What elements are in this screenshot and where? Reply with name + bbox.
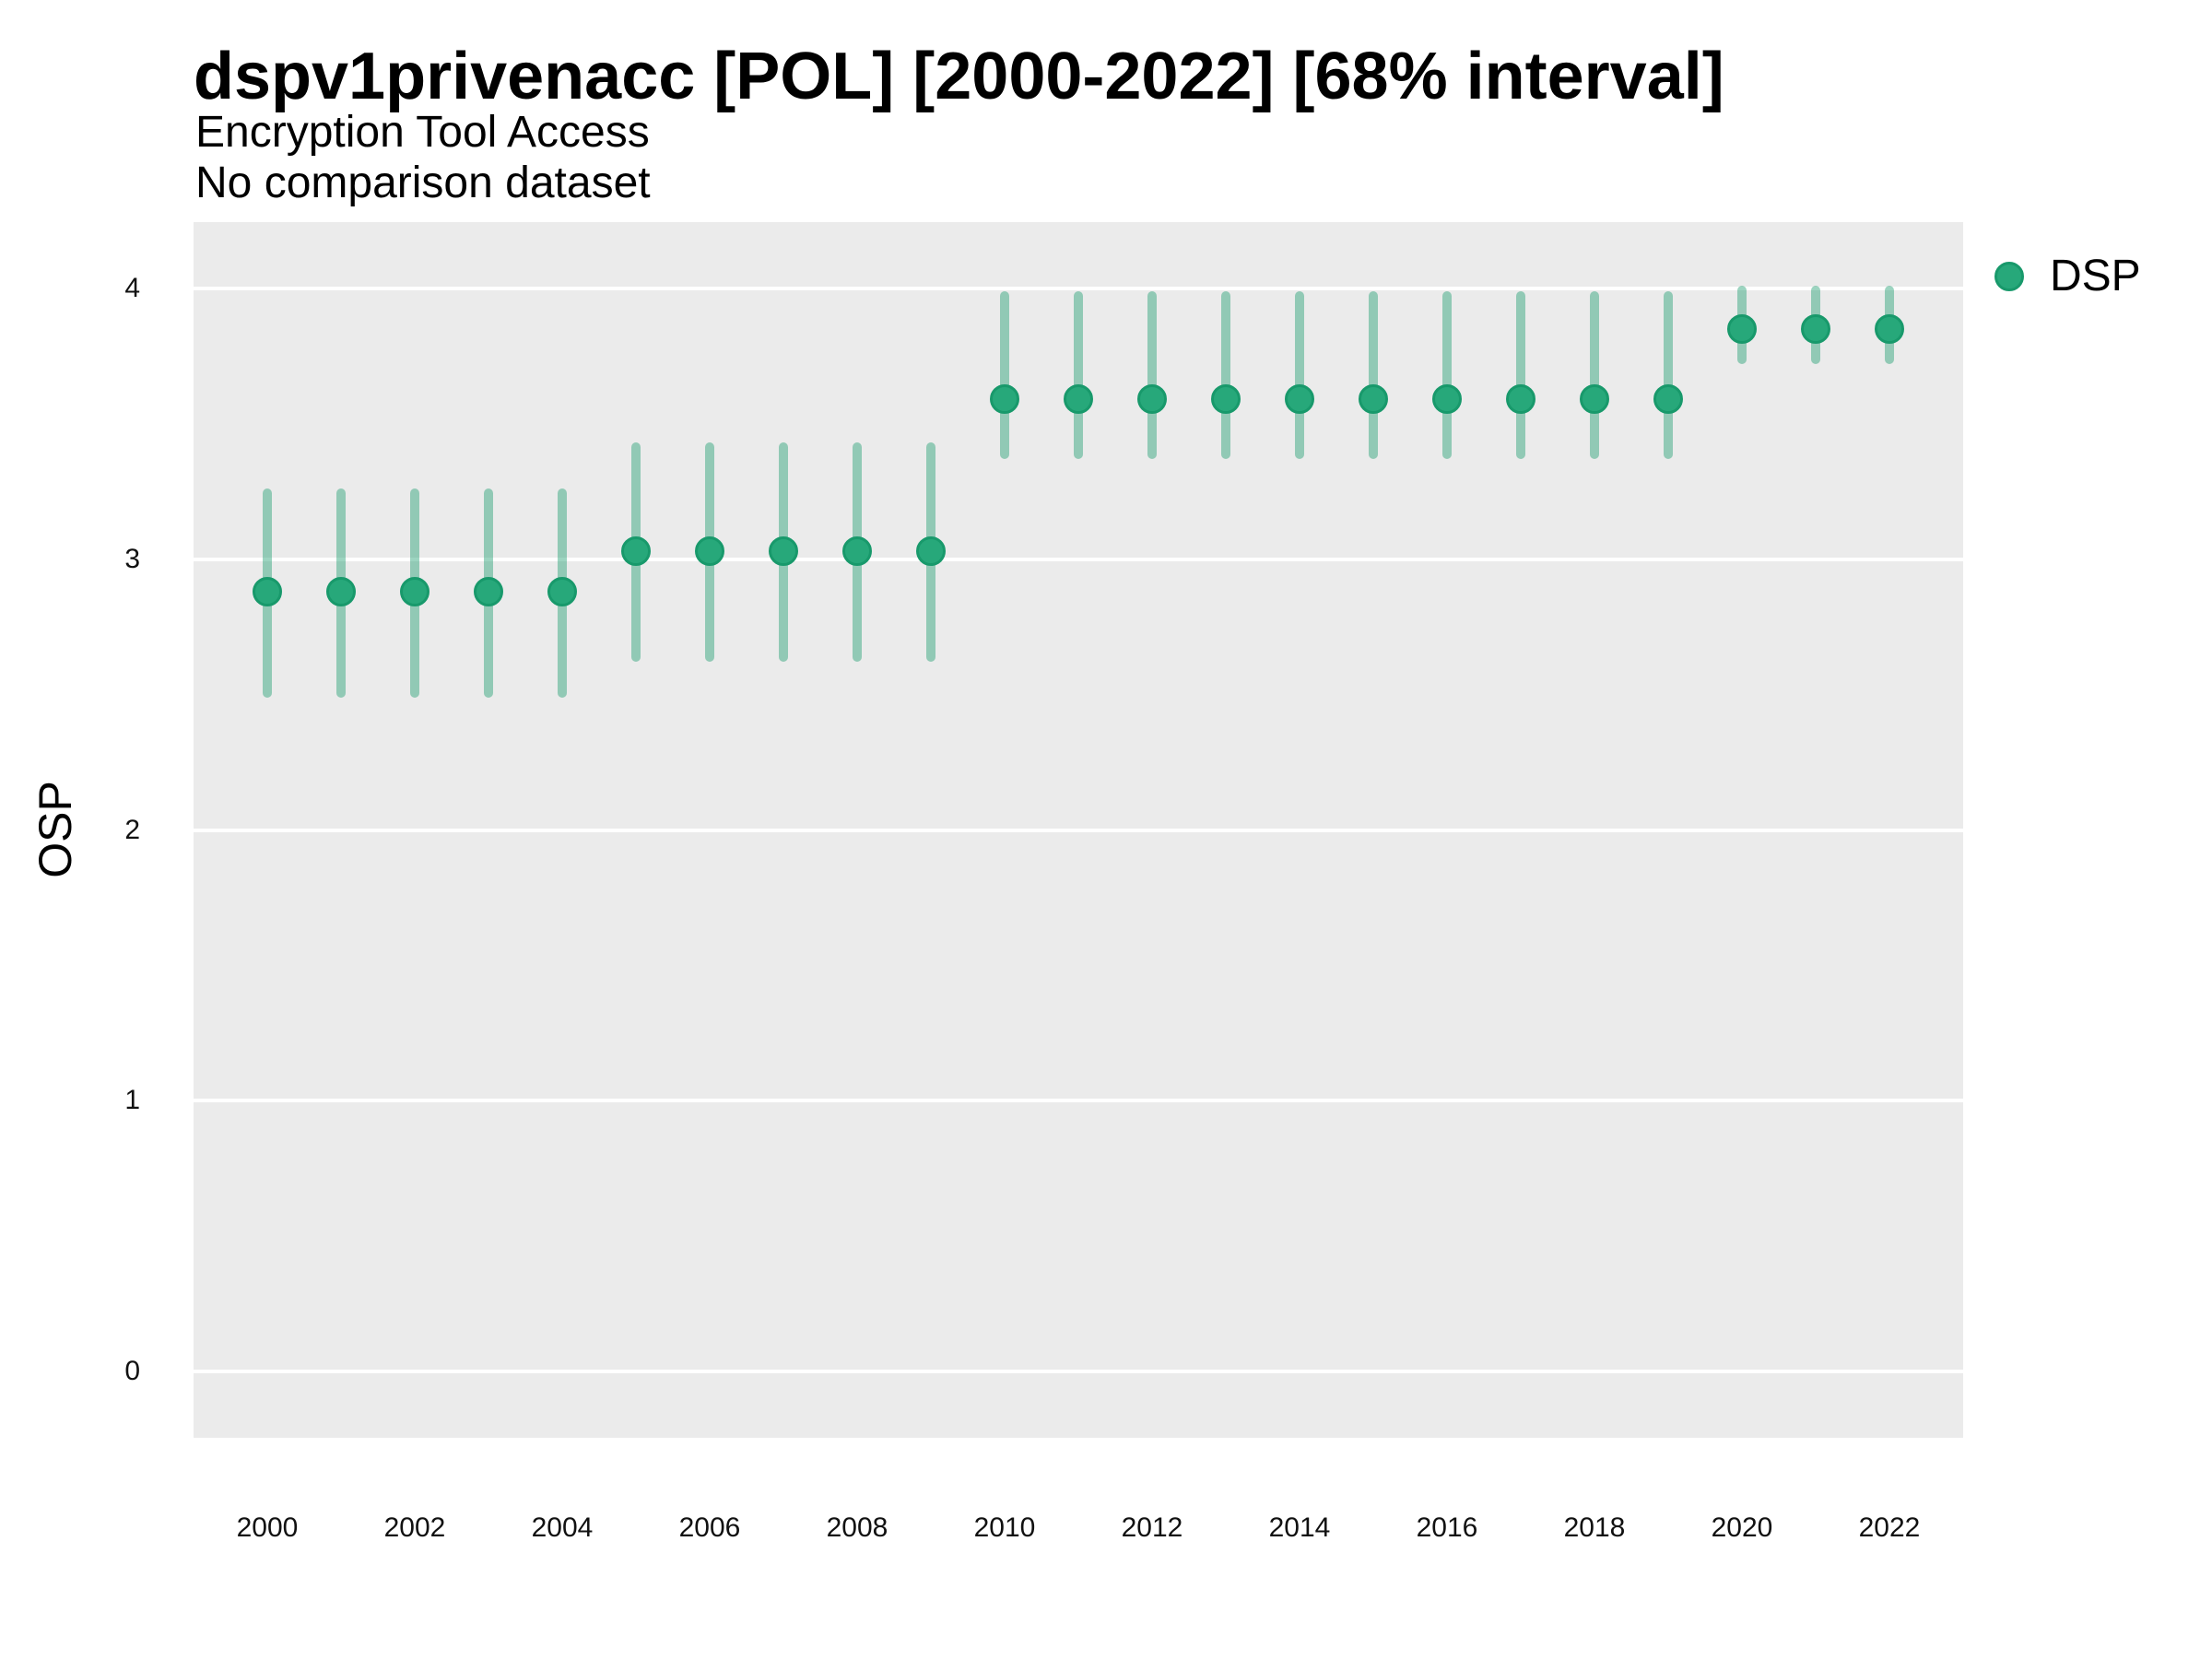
x-tick-label-2004: 2004 xyxy=(531,1512,594,1543)
gridline-y-0 xyxy=(194,1370,1963,1374)
x-tick-label-2002: 2002 xyxy=(383,1512,446,1543)
gridline-y-3 xyxy=(194,557,1963,561)
plot-panel xyxy=(194,222,1963,1438)
legend-dsp-dot-icon xyxy=(1994,262,2024,291)
data-point-2000 xyxy=(253,576,282,606)
data-point-2009 xyxy=(916,535,946,566)
chart-note: No comparison dataset xyxy=(195,159,651,207)
interval-bar-2018 xyxy=(1590,290,1599,460)
legend-label-dsp: DSP xyxy=(2050,252,2141,300)
x-tick-label-2010: 2010 xyxy=(973,1512,1036,1543)
interval-bar-2011 xyxy=(1074,290,1083,460)
data-point-2008 xyxy=(842,535,872,566)
y-tick-label-1: 1 xyxy=(124,1085,140,1116)
x-tick-label-2006: 2006 xyxy=(678,1512,741,1543)
gridline-y-2 xyxy=(194,828,1963,832)
x-tick-label-2022: 2022 xyxy=(1858,1512,1921,1543)
data-point-2006 xyxy=(695,535,724,566)
x-tick-label-2018: 2018 xyxy=(1563,1512,1626,1543)
gridline-y-1 xyxy=(194,1099,1963,1103)
data-point-2007 xyxy=(769,535,798,566)
data-point-2022 xyxy=(1875,314,1904,345)
data-point-2010 xyxy=(990,384,1019,415)
data-point-2004 xyxy=(547,576,577,606)
y-tick-label-0: 0 xyxy=(124,1356,140,1387)
data-point-2001 xyxy=(326,576,356,606)
data-point-2016 xyxy=(1432,384,1462,415)
interval-bar-2016 xyxy=(1442,290,1452,460)
data-point-2013 xyxy=(1211,384,1241,415)
x-tick-label-2000: 2000 xyxy=(236,1512,299,1543)
data-point-2020 xyxy=(1727,314,1757,345)
gridline-y-4 xyxy=(194,286,1963,290)
interval-bar-2017 xyxy=(1516,290,1525,460)
data-point-2011 xyxy=(1064,384,1093,415)
data-point-2015 xyxy=(1359,384,1388,415)
interval-bar-2010 xyxy=(1000,290,1009,460)
data-point-2014 xyxy=(1285,384,1314,415)
x-tick-label-2012: 2012 xyxy=(1121,1512,1183,1543)
interval-bar-2014 xyxy=(1295,290,1304,460)
data-point-2021 xyxy=(1801,314,1830,345)
x-tick-label-2014: 2014 xyxy=(1268,1512,1331,1543)
data-point-2012 xyxy=(1137,384,1167,415)
interval-bar-2012 xyxy=(1147,290,1157,460)
data-point-2003 xyxy=(474,576,503,606)
y-tick-label-3: 3 xyxy=(124,543,140,574)
x-tick-label-2016: 2016 xyxy=(1416,1512,1478,1543)
interval-bar-2013 xyxy=(1221,290,1230,460)
x-tick-label-2008: 2008 xyxy=(826,1512,888,1543)
y-tick-label-4: 4 xyxy=(124,272,140,303)
interval-bar-2019 xyxy=(1664,290,1673,460)
y-tick-label-2: 2 xyxy=(124,814,140,845)
data-point-2002 xyxy=(400,576,429,606)
chart-subtitle: Encryption Tool Access xyxy=(195,108,650,157)
data-point-2017 xyxy=(1506,384,1535,415)
legend: DSP xyxy=(1994,252,2141,300)
chart-title: dspv1privenacc [POL] [2000-2022] [68% in… xyxy=(194,40,1724,113)
x-tick-label-2020: 2020 xyxy=(1711,1512,1773,1543)
data-point-2019 xyxy=(1653,384,1683,415)
interval-bar-2015 xyxy=(1369,290,1378,460)
data-point-2018 xyxy=(1580,384,1609,415)
data-point-2005 xyxy=(621,535,651,566)
